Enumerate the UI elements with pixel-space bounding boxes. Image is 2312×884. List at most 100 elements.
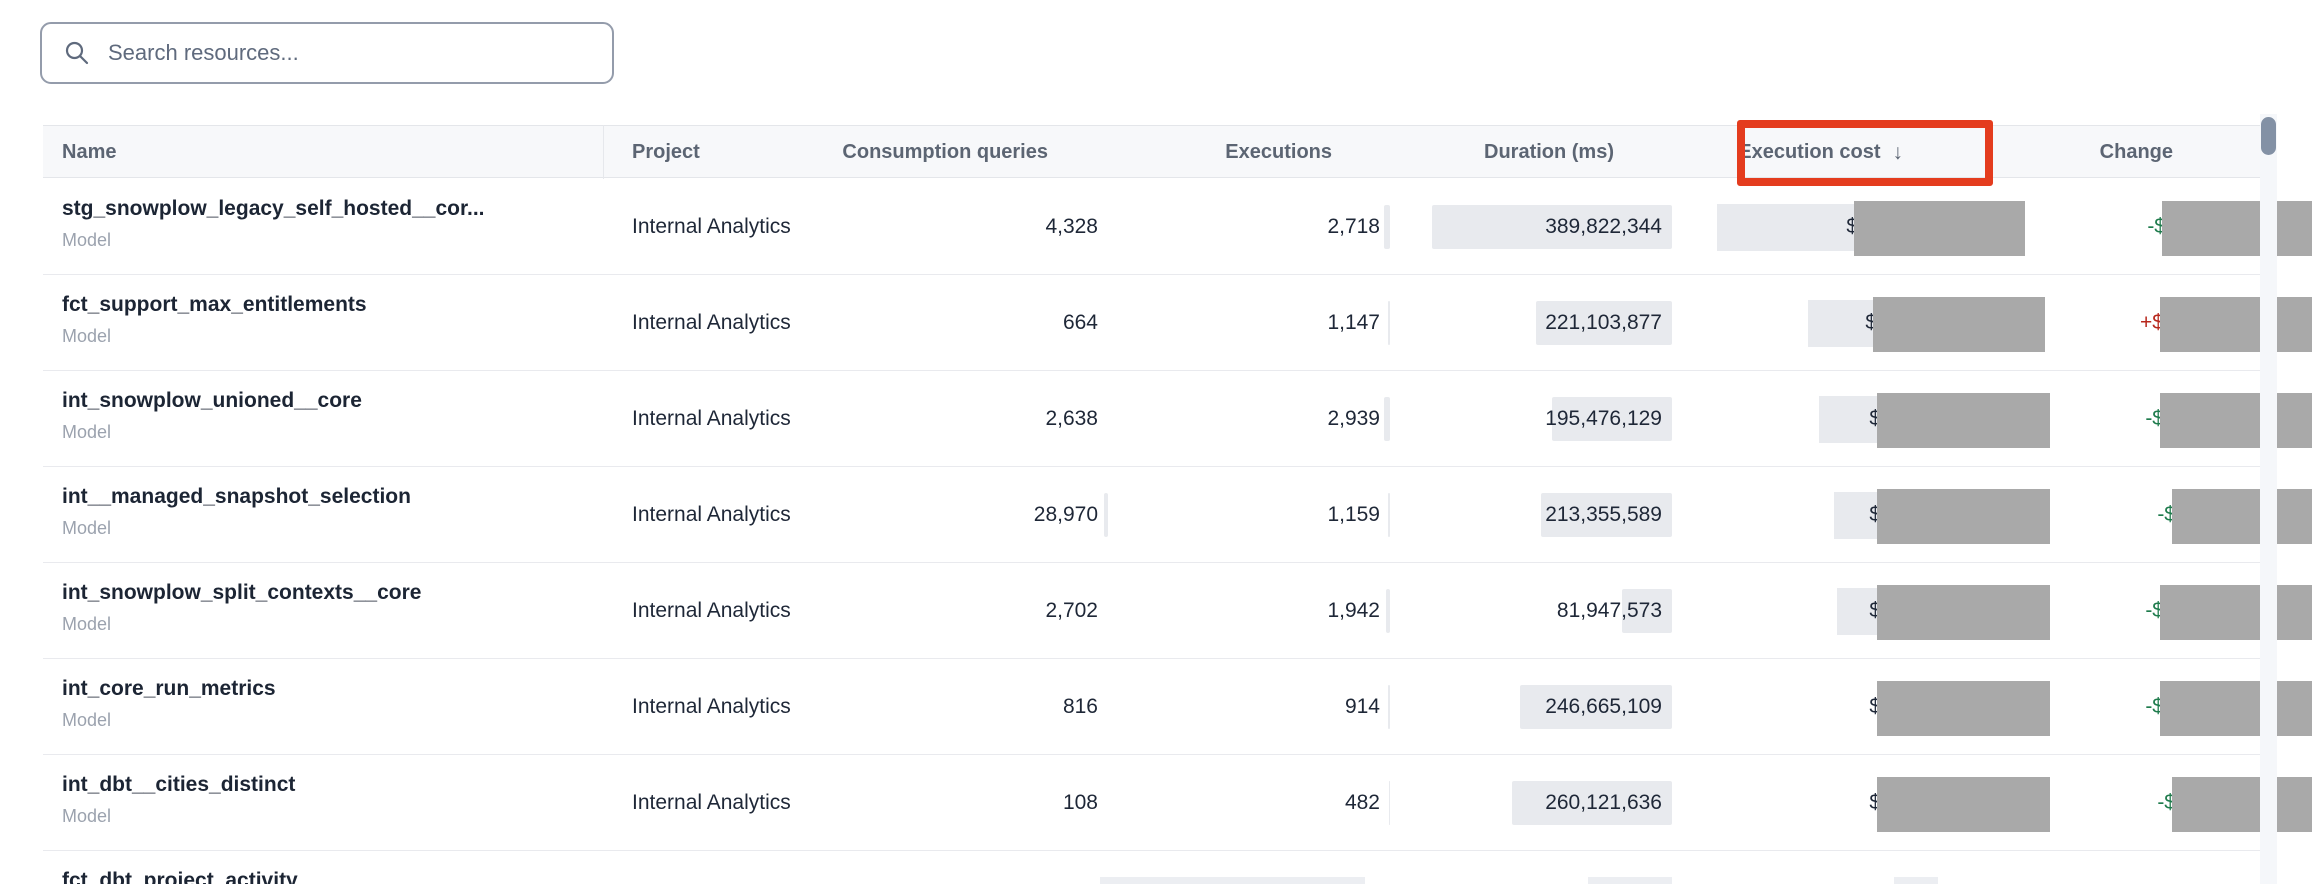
consumption-queries-cell-value: 4,328 — [1045, 215, 1098, 238]
execution-cost-currency: $ — [1869, 695, 1881, 718]
resource-name-cell[interactable]: fct_dbt_project_activity Model — [62, 869, 592, 884]
consumption-queries-cell-bar — [1104, 493, 1108, 537]
executions-cell-value: 2,939 — [1327, 407, 1380, 430]
change-sign: -$ — [2145, 407, 2164, 430]
row-divider — [43, 754, 2260, 755]
resource-name: int_dbt__cities_distinct — [62, 773, 296, 796]
duration-cell-bar — [1520, 685, 1672, 729]
executions-cell-value: 1,942 — [1327, 599, 1380, 622]
executions-cell-bar — [1385, 589, 1390, 633]
resource-name-cell[interactable]: int_snowplow_split_contexts__core Model — [62, 581, 592, 635]
duration-cell-bar — [1511, 781, 1672, 825]
change-sign: -$ — [2145, 695, 2164, 718]
consumption-queries-cell: 816 — [788, 659, 1108, 755]
executions-cell: 1,147 — [1070, 275, 1390, 371]
executions-cell-value: 1,147 — [1327, 311, 1380, 334]
consumption-queries-cell-value: 2,638 — [1045, 407, 1098, 430]
duration-cell: 221,103,877 — [1352, 275, 1672, 371]
project-cell: Internal Analytics — [632, 851, 791, 884]
project-cell: Internal Analytics — [632, 791, 791, 814]
resource-type: Model — [62, 326, 112, 346]
consumption-queries-cell: 664 — [788, 275, 1108, 371]
row-divider — [43, 850, 2260, 851]
consumption-queries-cell: 4,328 — [788, 179, 1108, 275]
resource-name-cell[interactable]: stg_snowplow_legacy_self_hosted__cor... … — [62, 197, 592, 251]
highlight-bar-sliver — [1588, 877, 1672, 884]
table-row[interactable]: int_dbt__cities_distinct Model Internal … — [43, 755, 2312, 851]
table-row[interactable]: int_snowplow_split_contexts__core Model … — [43, 563, 2312, 659]
search-input[interactable] — [108, 40, 590, 66]
change-redacted-value — [2172, 777, 2312, 832]
table-row[interactable]: int_snowplow_unioned__core Model Interna… — [43, 371, 2312, 467]
column-header-consumption-queries[interactable]: Consumption queries — [842, 141, 1048, 163]
executions-cell: 2,718 — [1070, 179, 1390, 275]
consumption-queries-cell-value: 816 — [1062, 695, 1098, 718]
resource-type: Model — [62, 422, 112, 442]
column-header-duration[interactable]: Duration (ms) — [1484, 141, 1614, 163]
resource-name: int__managed_snapshot_selection — [62, 485, 411, 508]
row-divider — [43, 562, 2260, 563]
duration-cell-value: 260,121,636 — [1545, 791, 1662, 814]
resource-name: int_snowplow_unioned__core — [62, 389, 362, 412]
column-header-executions[interactable]: Executions — [1225, 141, 1332, 163]
table-row[interactable]: fct_support_max_entitlements Model Inter… — [43, 275, 2312, 371]
scrollbar-thumb[interactable] — [2261, 117, 2276, 155]
project-cell: Internal Analytics — [632, 215, 791, 238]
duration-cell-bar — [1540, 493, 1672, 537]
execution-cost-redacted-value — [1873, 297, 2045, 352]
change-sign: -$ — [2157, 791, 2176, 814]
executions-cell-bar — [1383, 397, 1390, 441]
resource-type: Model — [62, 614, 112, 634]
execution-cost-redacted-value — [1877, 585, 2050, 640]
resource-name-cell[interactable]: int_core_run_metrics Model — [62, 677, 592, 731]
table-row[interactable]: int_core_run_metrics Model Internal Anal… — [43, 659, 2312, 755]
change-redacted-value — [2172, 489, 2312, 544]
table-row[interactable]: fct_dbt_project_activity Model Internal … — [43, 851, 2312, 884]
table-row[interactable]: stg_snowplow_legacy_self_hosted__cor... … — [43, 179, 2312, 275]
table-row[interactable]: int__managed_snapshot_selection Model In… — [43, 467, 2312, 563]
row-divider — [43, 370, 2260, 371]
sort-descending-icon: ↓ — [1892, 140, 1904, 164]
table-header-row: Name Project Consumption queries Executi… — [43, 120, 2260, 186]
executions-cell-value: 2,718 — [1327, 215, 1380, 238]
duration-cell-value: 389,822,344 — [1545, 215, 1662, 238]
column-header-name[interactable]: Name — [62, 141, 117, 163]
column-header-execution-cost[interactable]: Execution cost ↓ — [1643, 126, 1903, 179]
vertical-scrollbar[interactable] — [2260, 114, 2277, 884]
execution-cost-redacted-value — [1877, 681, 2050, 736]
search-box[interactable] — [40, 22, 614, 84]
executions-cell-value: 914 — [1344, 695, 1380, 718]
resource-type: Model — [62, 230, 112, 250]
resource-name: fct_support_max_entitlements — [62, 293, 367, 316]
resource-name: stg_snowplow_legacy_self_hosted__cor... — [62, 197, 485, 220]
resource-name: int_snowplow_split_contexts__core — [62, 581, 422, 604]
duration-cell: 389,822,344 — [1352, 179, 1672, 275]
execution-cost-currency: $ — [1865, 311, 1877, 334]
change-sign: -$ — [2147, 215, 2166, 238]
executions-cell-value: 1,159 — [1327, 503, 1380, 526]
duration-cell-bar — [1431, 205, 1672, 249]
column-header-change[interactable]: Change — [2099, 141, 2173, 163]
change-redacted-value — [2160, 297, 2312, 352]
change-redacted-value — [2160, 681, 2312, 736]
consumption-queries-cell-value: 28,970 — [1033, 503, 1098, 526]
execution-cost-redacted-value — [1877, 393, 2050, 448]
row-divider — [43, 658, 2260, 659]
resource-name-cell[interactable]: int__managed_snapshot_selection Model — [62, 485, 592, 539]
duration-cell-value: 195,476,129 — [1545, 407, 1662, 430]
execution-cost-label: Execution cost — [1738, 141, 1881, 163]
resource-name-cell[interactable]: fct_support_max_entitlements Model — [62, 293, 592, 347]
highlight-bar-sliver — [1894, 877, 1938, 884]
resources-table: Name Project Consumption queries Executi… — [43, 120, 2312, 884]
duration-cell-value: 213,355,589 — [1545, 503, 1662, 526]
executions-cell-bar — [1387, 301, 1390, 345]
change-sign: +$ — [2140, 311, 2164, 334]
project-cell: Internal Analytics — [632, 407, 791, 430]
resource-name-cell[interactable]: int_snowplow_unioned__core Model — [62, 389, 592, 443]
column-header-project[interactable]: Project — [632, 141, 700, 163]
row-divider — [43, 466, 2260, 467]
change-redacted-value — [2160, 585, 2312, 640]
execution-cost-redacted-value — [1877, 489, 2050, 544]
resource-type: Model — [62, 518, 112, 538]
resource-name-cell[interactable]: int_dbt__cities_distinct Model — [62, 773, 592, 827]
